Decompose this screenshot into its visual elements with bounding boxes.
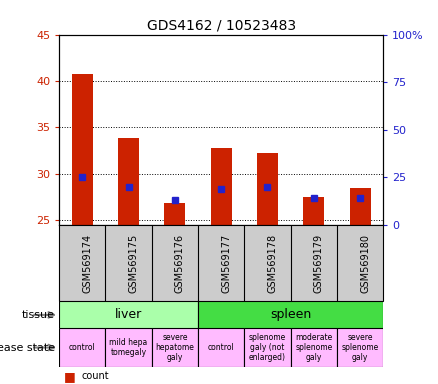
Bar	[198, 328, 244, 367]
Bar	[350, 187, 371, 225]
Bar	[59, 301, 198, 328]
Text: count: count	[81, 371, 109, 381]
Text: GSM569180: GSM569180	[360, 233, 370, 293]
Text: GSM569174: GSM569174	[82, 233, 92, 293]
Bar	[152, 328, 198, 367]
Text: GSM569175: GSM569175	[129, 233, 138, 293]
Text: severe
splenome
galy: severe splenome galy	[342, 333, 379, 362]
Text: ■: ■	[64, 370, 75, 383]
Bar	[244, 328, 291, 367]
Text: severe
hepatome
galy: severe hepatome galy	[155, 333, 194, 362]
Bar	[337, 328, 383, 367]
Text: spleen: spleen	[270, 308, 311, 321]
Bar	[198, 301, 383, 328]
Bar	[304, 197, 324, 225]
Bar	[164, 203, 185, 225]
Bar	[257, 153, 278, 225]
Text: control: control	[208, 343, 235, 352]
Text: GSM569178: GSM569178	[268, 233, 278, 293]
Text: control: control	[69, 343, 95, 352]
Bar	[59, 328, 106, 367]
Bar	[291, 328, 337, 367]
Text: GSM569179: GSM569179	[314, 233, 324, 293]
Bar	[72, 73, 93, 225]
Text: GSM569177: GSM569177	[221, 233, 231, 293]
Title: GDS4162 / 10523483: GDS4162 / 10523483	[147, 18, 296, 32]
Text: splenome
galy (not
enlarged): splenome galy (not enlarged)	[249, 333, 286, 362]
Bar	[106, 328, 152, 367]
Text: moderate
splenome
galy: moderate splenome galy	[295, 333, 332, 362]
Text: GSM569176: GSM569176	[175, 233, 185, 293]
Bar	[118, 138, 139, 225]
Text: tissue: tissue	[22, 310, 55, 320]
Bar	[211, 148, 232, 225]
Text: disease state: disease state	[0, 343, 55, 353]
Text: liver: liver	[115, 308, 142, 321]
Text: mild hepa
tomegaly: mild hepa tomegaly	[110, 338, 148, 357]
